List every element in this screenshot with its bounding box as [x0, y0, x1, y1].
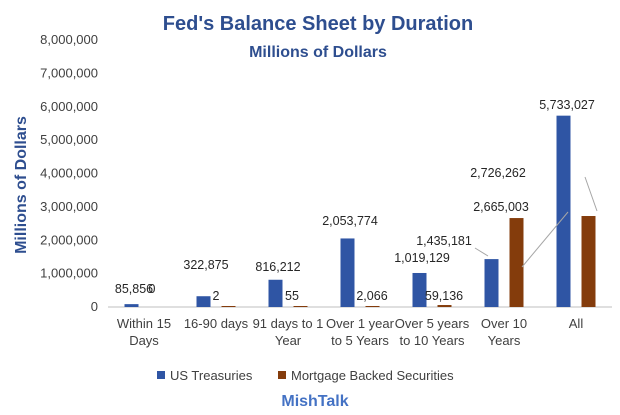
chart-subtitle: Millions of Dollars — [249, 44, 387, 61]
y-tick-label: 6,000,000 — [40, 99, 98, 114]
x-tick-label: Within 15 — [117, 316, 171, 331]
x-tick-label: Over 5 years — [395, 316, 470, 331]
data-label-leader-line — [474, 247, 489, 257]
y-tick-label: 4,000,000 — [40, 166, 98, 181]
treasury-bar — [412, 272, 427, 307]
treasury-data-label: 2,053,774 — [322, 214, 378, 228]
legend-swatch — [157, 371, 165, 379]
x-tick-label: Year — [275, 333, 302, 348]
x-tick-label: 91 days to 1 — [253, 316, 324, 331]
x-axis: Within 15 Days 16-90 days 91 days to 1 Year O… — [117, 316, 583, 348]
x-tick-label: Over 1 year — [326, 316, 395, 331]
legend-label: US Treasuries — [170, 368, 253, 383]
source-label: MishTalk — [281, 393, 348, 410]
data-labels: 85,856 322,875 816,212 2,053,774 1,019,129 1,… — [115, 98, 598, 303]
bars — [124, 115, 596, 308]
x-tick-label: to 10 Years — [399, 333, 465, 348]
mbs-data-label: 0 — [149, 282, 156, 296]
mbs-data-label: 2,665,003 — [473, 200, 529, 214]
mbs-bar — [293, 306, 308, 307]
x-tick-label: Days — [129, 333, 159, 348]
y-tick-label: 5,000,000 — [40, 132, 98, 147]
mbs-bar — [509, 218, 524, 307]
treasury-bar — [340, 238, 355, 307]
y-tick-label: 2,000,000 — [40, 232, 98, 247]
y-tick-label: 8,000,000 — [40, 32, 98, 47]
data-label-leader-line — [521, 211, 569, 268]
mbs-data-label: 59,136 — [425, 289, 463, 303]
treasury-data-label: 5,733,027 — [539, 98, 595, 112]
mbs-data-label: 2 — [213, 289, 220, 303]
legend-swatch — [278, 371, 286, 379]
mbs-bar — [437, 305, 452, 307]
treasury-bar — [196, 296, 211, 307]
treasury-data-label: 322,875 — [183, 258, 228, 272]
y-tick-label: 0 — [91, 299, 98, 314]
treasury-bar — [484, 259, 499, 307]
treasury-data-label: 85,856 — [115, 282, 153, 296]
treasury-bar — [124, 304, 139, 307]
treasury-data-label: 816,212 — [255, 260, 300, 274]
data-label-leader-line — [584, 176, 598, 212]
x-tick-label: 16-90 days — [184, 316, 249, 331]
treasury-bar — [268, 279, 283, 307]
treasury-data-label: 1,019,129 — [394, 251, 450, 265]
mbs-data-label: 2,726,262 — [470, 166, 526, 180]
mbs-bar — [581, 216, 596, 307]
legend: US Treasuries Mortgage Backed Securities — [157, 368, 454, 383]
y-tick-label: 3,000,000 — [40, 199, 98, 214]
treasury-data-label: 1,435,181 — [416, 234, 472, 248]
chart-title: Fed's Balance Sheet by Duration — [163, 13, 473, 35]
mbs-data-label: 55 — [285, 289, 299, 303]
y-tick-label: 1,000,000 — [40, 266, 98, 281]
x-tick-label: Years — [488, 333, 521, 348]
x-tick-label: to 5 Years — [331, 333, 389, 348]
y-axis: 0 1,000,000 2,000,000 3,000,000 4,000,000 5,0… — [40, 32, 98, 314]
y-axis-label: Millions of Dollars — [13, 116, 30, 254]
mbs-bar — [365, 306, 380, 307]
treasury-bar — [556, 115, 571, 308]
x-tick-label: Over 10 — [481, 316, 527, 331]
legend-label: Mortgage Backed Securities — [291, 368, 454, 383]
mbs-data-label: 2,066 — [356, 289, 387, 303]
mbs-bar — [221, 306, 236, 307]
y-tick-label: 7,000,000 — [40, 65, 98, 80]
x-tick-label: All — [569, 316, 584, 331]
